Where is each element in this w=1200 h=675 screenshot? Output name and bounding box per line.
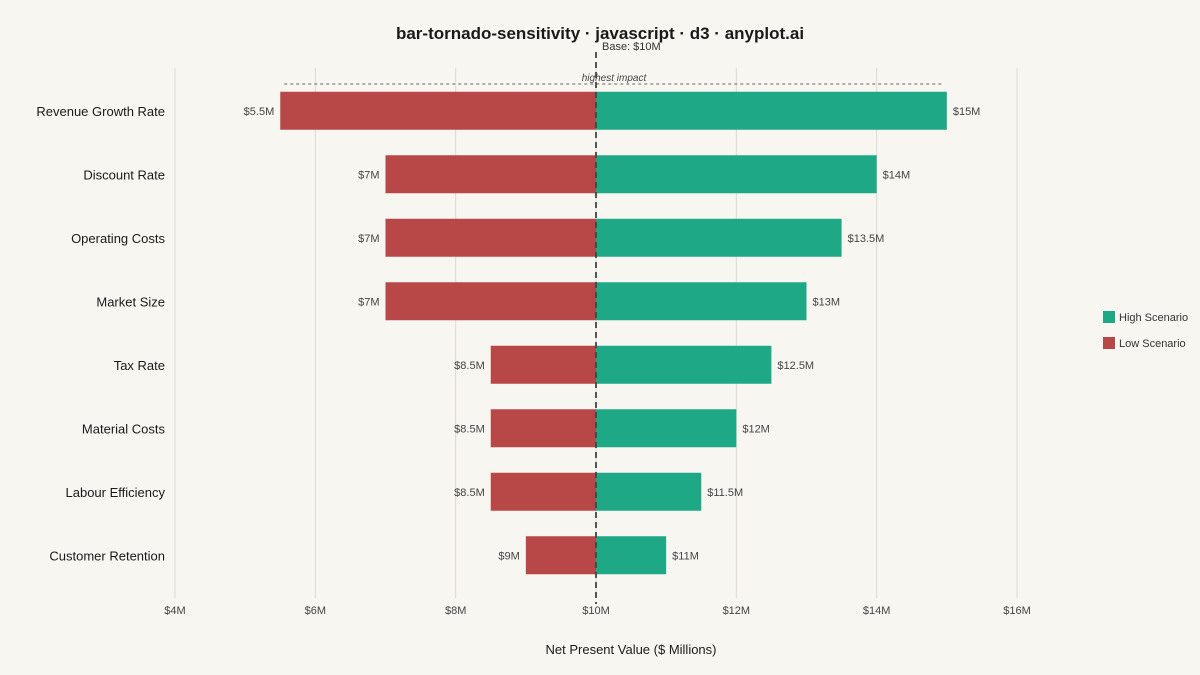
high-value-label-3: $13M [813,296,841,308]
low-bar-4 [490,345,596,384]
value-labels: $5.5M $15M $7M $14M $7M $13.5M $7M $13M $8.5M $12… [244,106,981,563]
high-bar-2 [596,218,842,257]
bars [280,91,947,575]
x-tick-label-4: $12M [723,605,751,617]
high-bar-0 [596,91,947,130]
highest-impact-annotation: highest impact [284,73,943,85]
x-tick-label-1: $6M [305,605,326,617]
high-bar-4 [596,345,772,384]
low-value-label-7: $9M [498,550,519,562]
category-label-6: Labour Efficiency [66,485,166,500]
category-label-7: Customer Retention [49,548,165,563]
high-value-label-4: $12.5M [777,360,814,372]
highest-impact-label: highest impact [582,73,648,84]
low-bar-1 [385,155,596,194]
low-bar-7 [525,536,596,575]
high-bar-3 [596,282,807,321]
x-tick-label-2: $8M [445,605,466,617]
base-reference: Base: $10M [595,41,661,604]
low-bar-2 [385,218,596,257]
category-label-0: Revenue Growth Rate [36,104,165,119]
high-value-label-2: $13.5M [848,233,885,245]
low-value-label-4: $8.5M [454,360,485,372]
x-tick-label-3: $10M [582,605,610,617]
category-label-1: Discount Rate [83,167,165,182]
low-value-label-6: $8.5M [454,487,485,499]
legend-swatch-1 [1103,337,1115,349]
legend: High Scenario Low Scenario [1103,311,1188,350]
legend-label-1: Low Scenario [1119,338,1186,350]
high-value-label-1: $14M [883,169,911,181]
high-value-label-6: $11.5M [707,487,743,499]
high-value-label-5: $12M [742,423,770,435]
low-bar-6 [490,472,596,511]
low-bar-3 [385,282,596,321]
high-bar-7 [596,536,667,575]
chart-title: bar-tornado-sensitivity · javascript · d… [396,24,804,43]
low-value-label-5: $8.5M [454,423,485,435]
category-label-3: Market Size [96,294,165,309]
base-label: Base: $10M [602,41,661,53]
high-value-label-0: $15M [953,106,981,118]
high-bar-5 [596,409,737,448]
low-value-label-0: $5.5M [244,106,275,118]
low-bar-0 [280,91,596,130]
category-labels: Revenue Growth Rate Discount Rate Operatin… [36,104,165,564]
category-label-4: Tax Rate [114,358,165,373]
low-bar-5 [490,409,596,448]
x-axis-title: Net Present Value ($ Millions) [546,642,717,657]
low-value-label-1: $7M [358,169,379,181]
x-tick-label-6: $16M [1003,605,1031,617]
high-value-label-7: $11M [672,550,699,562]
high-bar-6 [596,472,702,511]
low-value-label-2: $7M [358,233,379,245]
low-value-label-3: $7M [358,296,379,308]
high-bar-1 [596,155,877,194]
x-axis: $4M $6M $8M $10M $12M $14M $16M [164,605,1030,617]
category-label-5: Material Costs [82,421,166,436]
legend-swatch-0 [1103,311,1115,323]
x-tick-label-0: $4M [164,605,185,617]
category-label-2: Operating Costs [71,231,165,246]
x-tick-label-5: $14M [863,605,891,617]
legend-label-0: High Scenario [1119,312,1188,324]
